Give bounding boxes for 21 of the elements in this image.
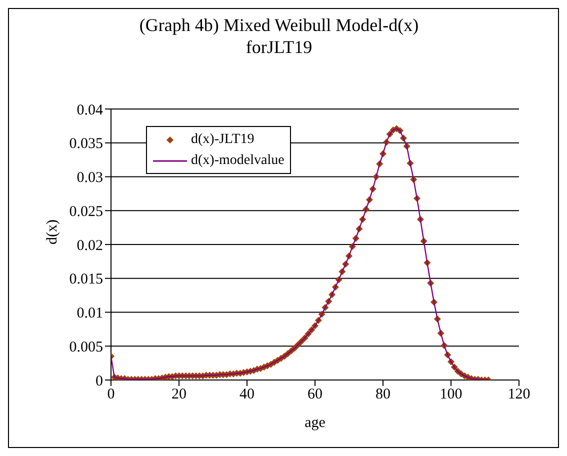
x-tick-label: 60 [308,386,322,403]
x-tick-label: 80 [376,386,390,403]
y-axis-title: d(x) [44,220,60,244]
x-axis-title: age [304,415,326,431]
legend-label: d(x)-modelvalue [191,152,284,168]
y-tick-label: 0.035 [69,136,103,152]
x-tick-label: 0 [107,386,115,403]
y-tick-label: 0.02 [76,238,103,254]
x-tick-label: 20 [172,386,186,403]
x-tick-label: 100 [440,386,462,403]
y-tick-label: 0.025 [69,204,103,220]
y-tick-label: 0.01 [76,306,103,322]
x-tick-label: 120 [508,386,530,403]
y-tick-label: 0 [96,373,103,390]
y-tick-label: 0.005 [69,339,103,356]
x-tick-label: 40 [240,386,254,403]
y-tick-label: 0.04 [76,102,104,118]
y-tick-label: 0.03 [76,170,103,186]
legend-label: d(x)-JLT19 [191,132,254,148]
y-tick-label: 0.015 [69,272,103,288]
chart-title: (Graph 4b) Mixed Weibull Model-d(x) forJLT19 [139,15,419,57]
